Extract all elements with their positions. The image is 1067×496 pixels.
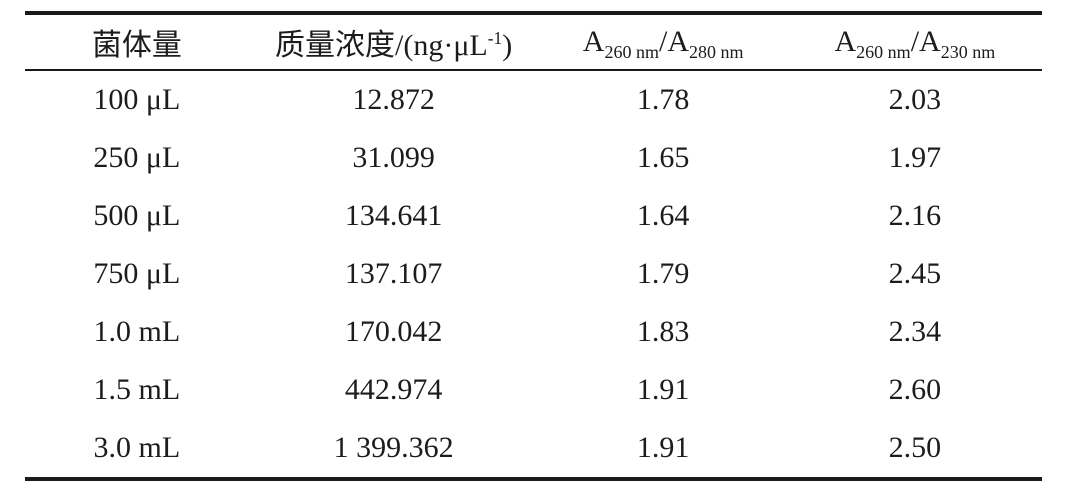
cell-a260-280: 1.65	[636, 141, 690, 174]
cell-volume: 3.0 mL	[93, 431, 181, 464]
table-row: 250 μL 31.099 1.65 1.97	[25, 129, 1042, 187]
header-concentration-exponent: -1	[487, 28, 503, 48]
header-concentration-close: )	[502, 29, 513, 62]
absorbance-symbol: A	[834, 25, 857, 58]
cell-a260-280: 1.79	[636, 257, 690, 290]
absorbance-symbol: A	[667, 25, 689, 58]
cell-volume: 750 μL	[93, 257, 181, 290]
cell-volume: 250 μL	[93, 141, 181, 174]
ratio-slash: /	[658, 25, 668, 58]
cell-a260-280: 1.91	[636, 431, 690, 464]
table-row: 3.0 mL 1 399.362 1.91 2.50	[25, 419, 1042, 479]
cell-volume: 100 μL	[93, 83, 181, 116]
header-concentration: 质量浓度/(ng·μL-1)	[248, 13, 539, 71]
cell-a260-230: 1.97	[888, 141, 942, 174]
cell-concentration: 1 399.362	[333, 431, 454, 464]
cell-a260-230: 2.34	[888, 315, 942, 348]
cell-a260-280: 1.78	[636, 83, 690, 116]
cell-a260-280: 1.91	[636, 373, 690, 406]
table-row: 1.5 mL 442.974 1.91 2.60	[25, 361, 1042, 419]
cell-volume: 500 μL	[93, 199, 181, 232]
cell-concentration: 170.042	[344, 315, 443, 348]
cell-a260-230: 2.50	[888, 431, 942, 464]
cell-a260-230: 2.60	[888, 373, 942, 406]
cell-a260-230: 2.45	[888, 257, 942, 290]
table-row: 1.0 mL 170.042 1.83 2.34	[25, 303, 1042, 361]
wavelength-subscript: 260 nm	[856, 42, 911, 62]
cell-concentration: 134.641	[344, 199, 443, 232]
cell-a260-280: 1.64	[636, 199, 690, 232]
table-header-row: 菌体量 质量浓度/(ng·μL-1) A260 nm/A280 nm A260 …	[25, 13, 1042, 71]
wavelength-subscript: 280 nm	[689, 42, 744, 62]
nucleic-acid-yield-table: 菌体量 质量浓度/(ng·μL-1) A260 nm/A280 nm A260 …	[25, 11, 1042, 481]
cell-concentration: 137.107	[344, 257, 443, 290]
wavelength-subscript: 260 nm	[604, 42, 659, 62]
cell-a260-230: 2.16	[888, 199, 942, 232]
cell-a260-230: 2.03	[888, 83, 942, 116]
header-concentration-text: 质量浓度/(ng·μL	[275, 29, 488, 62]
cell-a260-280: 1.83	[636, 315, 690, 348]
table-row: 100 μL 12.872 1.78 2.03	[25, 70, 1042, 129]
cell-concentration: 12.872	[352, 83, 435, 116]
ratio-slash: /	[910, 25, 920, 58]
cell-volume: 1.5 mL	[93, 373, 181, 406]
cell-volume: 1.0 mL	[93, 315, 181, 348]
cell-concentration: 442.974	[344, 373, 443, 406]
cell-concentration: 31.099	[352, 141, 435, 174]
header-a260-a230: A260 nm/A230 nm	[787, 13, 1042, 71]
table-row: 750 μL 137.107 1.79 2.45	[25, 245, 1042, 303]
absorbance-symbol: A	[582, 25, 605, 58]
absorbance-symbol: A	[919, 25, 941, 58]
wavelength-subscript: 230 nm	[940, 42, 996, 62]
table-row: 500 μL 134.641 1.64 2.16	[25, 187, 1042, 245]
header-a260-a280: A260 nm/A280 nm	[538, 13, 788, 71]
header-volume: 菌体量	[25, 13, 249, 71]
